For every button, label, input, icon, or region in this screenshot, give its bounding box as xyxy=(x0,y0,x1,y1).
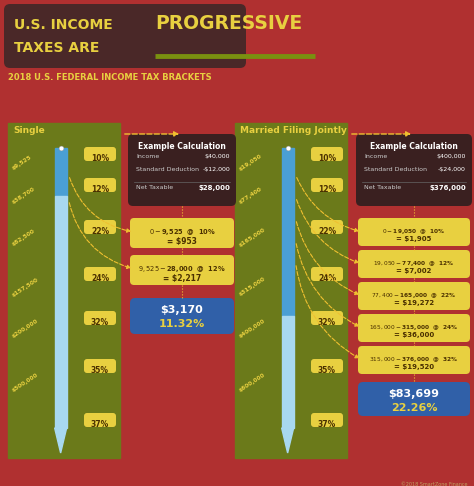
Text: $165,000: $165,000 xyxy=(238,227,266,248)
Text: $165,000 - $315,000  @  24%: $165,000 - $315,000 @ 24% xyxy=(369,323,459,332)
FancyBboxPatch shape xyxy=(358,250,470,278)
Bar xyxy=(8,123,120,458)
Text: $315,000: $315,000 xyxy=(238,277,266,297)
Text: $82,500: $82,500 xyxy=(11,228,36,247)
Text: Standard Deduction: Standard Deduction xyxy=(136,167,199,172)
FancyBboxPatch shape xyxy=(311,220,343,234)
FancyBboxPatch shape xyxy=(130,218,234,248)
Text: 24%: 24% xyxy=(91,274,109,283)
Text: Standard Deduction: Standard Deduction xyxy=(364,167,427,172)
Polygon shape xyxy=(282,428,293,453)
Text: $77,400: $77,400 xyxy=(238,187,263,206)
Text: Example Calculation: Example Calculation xyxy=(370,142,458,151)
Text: 2018 U.S. FEDERAL INCOME TAX BRACKETS: 2018 U.S. FEDERAL INCOME TAX BRACKETS xyxy=(8,73,211,82)
Text: $19,050 - $77,400  @  12%: $19,050 - $77,400 @ 12% xyxy=(373,259,455,268)
FancyBboxPatch shape xyxy=(84,311,116,325)
Text: 37%: 37% xyxy=(91,420,109,429)
Text: $9,525 - $28,000  @  12%: $9,525 - $28,000 @ 12% xyxy=(138,264,226,274)
FancyBboxPatch shape xyxy=(311,147,343,161)
FancyBboxPatch shape xyxy=(311,359,343,373)
FancyBboxPatch shape xyxy=(311,311,343,325)
Text: $19,050: $19,050 xyxy=(238,154,263,173)
Text: $38,700: $38,700 xyxy=(11,187,36,206)
FancyBboxPatch shape xyxy=(4,4,246,68)
Text: 10%: 10% xyxy=(91,154,109,163)
Text: 32%: 32% xyxy=(91,318,109,327)
Text: Single: Single xyxy=(13,126,45,135)
Text: Married Filing Jointly: Married Filing Jointly xyxy=(240,126,347,135)
Bar xyxy=(235,123,347,458)
Text: $77,400 - $165,000  @  22%: $77,400 - $165,000 @ 22% xyxy=(371,291,457,300)
Text: PROGRESSIVE: PROGRESSIVE xyxy=(155,14,302,33)
FancyBboxPatch shape xyxy=(311,178,343,192)
Text: 37%: 37% xyxy=(318,420,336,429)
Text: = $7,002: = $7,002 xyxy=(396,268,432,274)
FancyBboxPatch shape xyxy=(84,267,116,281)
Text: $315,000 - $376,000  @  32%: $315,000 - $376,000 @ 32% xyxy=(369,355,459,364)
Text: 24%: 24% xyxy=(318,274,336,283)
Text: Example Calculation: Example Calculation xyxy=(138,142,226,151)
FancyBboxPatch shape xyxy=(84,178,116,192)
Text: = $953: = $953 xyxy=(167,237,197,246)
Bar xyxy=(282,316,293,428)
Bar xyxy=(55,196,67,428)
Text: $157,500: $157,500 xyxy=(11,277,40,297)
Text: $600,000: $600,000 xyxy=(238,373,266,393)
Polygon shape xyxy=(55,428,67,453)
Text: = $36,000: = $36,000 xyxy=(394,332,434,338)
FancyBboxPatch shape xyxy=(358,346,470,374)
FancyBboxPatch shape xyxy=(358,218,470,246)
Text: $0 - $9,525  @  10%: $0 - $9,525 @ 10% xyxy=(148,227,216,237)
Text: 11.32%: 11.32% xyxy=(159,319,205,329)
Text: 22%: 22% xyxy=(91,227,109,236)
Text: = $19,520: = $19,520 xyxy=(394,364,434,370)
Text: $0 - $19,050  @  10%: $0 - $19,050 @ 10% xyxy=(382,227,446,236)
FancyBboxPatch shape xyxy=(130,298,234,334)
FancyBboxPatch shape xyxy=(84,413,116,427)
FancyBboxPatch shape xyxy=(356,134,472,206)
FancyBboxPatch shape xyxy=(311,413,343,427)
FancyBboxPatch shape xyxy=(130,255,234,285)
Text: $500,000: $500,000 xyxy=(11,373,39,393)
Text: Net Taxable: Net Taxable xyxy=(364,185,401,190)
Text: = $1,905: = $1,905 xyxy=(396,236,432,242)
FancyBboxPatch shape xyxy=(128,134,236,206)
Text: 12%: 12% xyxy=(318,185,336,194)
Text: 32%: 32% xyxy=(318,318,336,327)
Text: 35%: 35% xyxy=(318,366,336,375)
Text: 10%: 10% xyxy=(318,154,336,163)
Text: Income: Income xyxy=(364,154,387,159)
Text: = $2,217: = $2,217 xyxy=(163,274,201,283)
Text: $376,000: $376,000 xyxy=(429,185,466,191)
Text: U.S. INCOME: U.S. INCOME xyxy=(14,18,113,32)
Text: -$12,000: -$12,000 xyxy=(202,167,230,172)
Text: $28,000: $28,000 xyxy=(198,185,230,191)
FancyBboxPatch shape xyxy=(358,282,470,310)
Text: $3,170: $3,170 xyxy=(161,305,203,315)
Bar xyxy=(55,148,67,196)
Text: $400,000: $400,000 xyxy=(238,319,266,339)
Text: 22.26%: 22.26% xyxy=(391,403,437,413)
Text: TAXES ARE: TAXES ARE xyxy=(14,41,100,55)
Text: $9,525: $9,525 xyxy=(11,155,33,171)
Text: $400,000: $400,000 xyxy=(437,154,466,159)
FancyBboxPatch shape xyxy=(358,314,470,342)
FancyBboxPatch shape xyxy=(84,220,116,234)
Text: 35%: 35% xyxy=(91,366,109,375)
Text: Net Taxable: Net Taxable xyxy=(136,185,173,190)
Text: $200,000: $200,000 xyxy=(11,319,39,339)
FancyBboxPatch shape xyxy=(311,267,343,281)
Text: $40,000: $40,000 xyxy=(204,154,230,159)
Text: -$24,000: -$24,000 xyxy=(438,167,466,172)
FancyBboxPatch shape xyxy=(358,382,470,416)
Text: Income: Income xyxy=(136,154,159,159)
Text: ©2018 SmartZone Finance: ©2018 SmartZone Finance xyxy=(401,482,468,486)
Text: 12%: 12% xyxy=(91,185,109,194)
FancyBboxPatch shape xyxy=(84,359,116,373)
Text: $83,699: $83,699 xyxy=(389,389,439,399)
Text: = $19,272: = $19,272 xyxy=(394,300,434,306)
FancyBboxPatch shape xyxy=(84,147,116,161)
Text: 22%: 22% xyxy=(318,227,336,236)
Bar xyxy=(282,148,293,316)
